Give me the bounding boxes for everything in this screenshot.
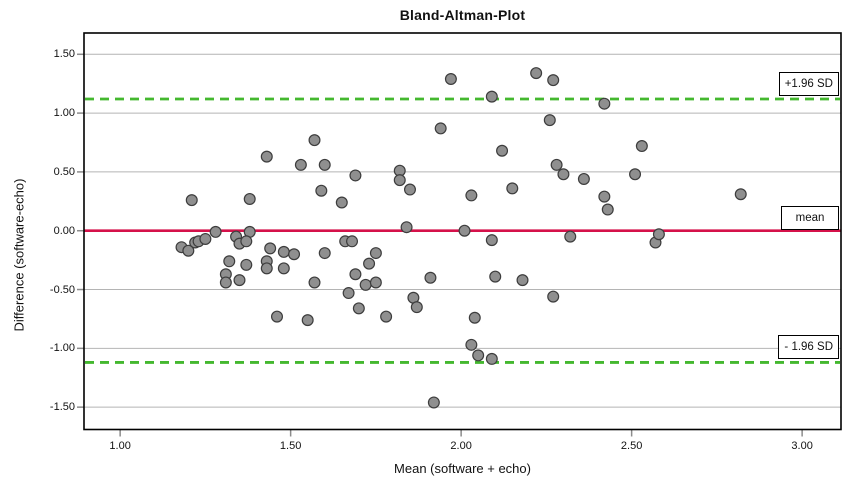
data-point [260, 150, 273, 163]
data-point [424, 271, 437, 284]
data-point [506, 182, 519, 195]
data-point [199, 232, 212, 245]
data-point [243, 192, 256, 205]
data-point [271, 310, 284, 323]
data-point [342, 287, 355, 300]
data-point [308, 134, 321, 147]
x-tick-label: 3.00 [791, 440, 813, 452]
y-tick-label: 1.00 [53, 107, 75, 120]
data-point [318, 247, 331, 260]
data-point [557, 168, 570, 181]
data-point [547, 290, 560, 303]
data-point [444, 72, 457, 85]
x-tick-label: 2.00 [450, 440, 472, 452]
data-point [629, 168, 642, 181]
data-point [543, 114, 556, 127]
upper-loa-label-box: +1.96 SD [778, 71, 839, 96]
data-point [335, 196, 348, 209]
data-point [530, 67, 543, 80]
data-point [301, 314, 314, 327]
data-point [182, 244, 195, 257]
data-point [369, 276, 382, 289]
y-tick-label: -1.50 [49, 401, 75, 414]
data-point [410, 301, 423, 314]
data-point [547, 74, 560, 87]
data-point [400, 221, 413, 234]
data-point [349, 169, 362, 182]
data-point [458, 224, 471, 237]
chart-title: Bland-Altman-Plot [399, 7, 526, 23]
data-point [294, 158, 307, 171]
data-point [577, 172, 590, 185]
data-point [240, 258, 253, 271]
x-tick-label: 1.00 [109, 440, 131, 452]
data-point [308, 276, 321, 289]
plot-border [83, 32, 842, 431]
data-point [315, 184, 328, 197]
data-point [635, 140, 648, 153]
x-axis-title: Mean (software + echo) [394, 461, 531, 476]
data-point [219, 276, 232, 289]
x-tick-label: 1.50 [279, 440, 302, 452]
data-point [363, 257, 376, 270]
y-tick-label: 0.50 [53, 165, 75, 178]
y-tick-label: -1.00 [49, 342, 75, 355]
data-point [352, 302, 365, 315]
x-tick-label: 2.50 [620, 440, 643, 452]
data-point [516, 274, 529, 287]
data-point [472, 349, 485, 362]
data-point [601, 203, 614, 216]
y-tick-label: -0.50 [49, 283, 75, 296]
data-point [468, 311, 481, 324]
data-point [380, 310, 393, 323]
y-tick-label: 1.50 [53, 48, 75, 61]
data-point [277, 262, 290, 275]
data-point [489, 270, 502, 283]
data-point [734, 188, 747, 201]
data-point [465, 189, 478, 202]
data-point [550, 158, 563, 171]
data-point [240, 235, 253, 248]
data-point [233, 274, 246, 287]
y-axis-title: Difference (software-echo) [11, 178, 27, 332]
data-point [485, 90, 498, 103]
data-point [427, 396, 440, 409]
lower-loa-label-box: - 1.96 SD [778, 335, 839, 360]
data-point [359, 278, 372, 291]
data-point [277, 245, 290, 258]
data-point [349, 268, 362, 281]
data-point [496, 144, 509, 157]
data-point [260, 262, 273, 275]
data-point [369, 247, 382, 260]
data-point [598, 97, 611, 110]
data-point [223, 255, 236, 268]
y-tick-label: 0.00 [53, 224, 75, 237]
data-point [393, 174, 406, 187]
data-point [346, 235, 359, 248]
data-point [434, 122, 447, 135]
data-point [465, 338, 478, 351]
data-point [185, 194, 198, 207]
mean-label-box: mean [781, 205, 839, 230]
data-point [288, 248, 301, 261]
data-point [209, 225, 222, 238]
data-point [403, 183, 416, 196]
data-point [318, 158, 331, 171]
data-point [264, 242, 277, 255]
data-point [564, 230, 577, 243]
data-point [485, 352, 498, 365]
data-point [652, 228, 665, 241]
data-point [485, 234, 498, 247]
data-point [598, 190, 611, 203]
